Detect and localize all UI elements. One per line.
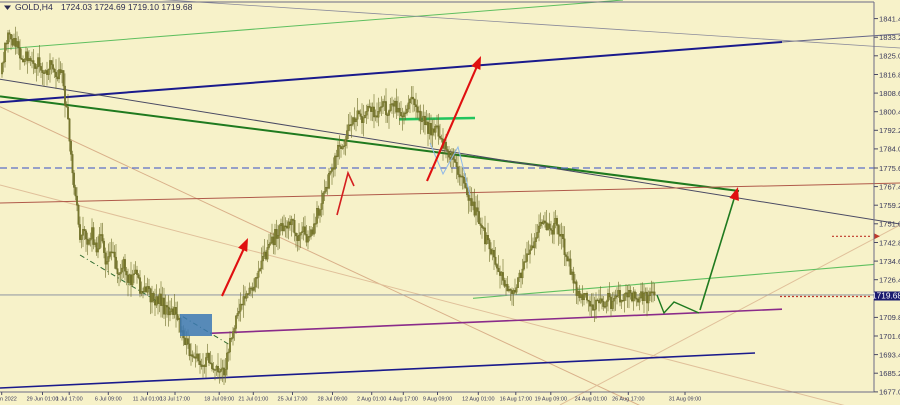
svg-text:24 Jun 2022: 24 Jun 2022 (0, 397, 17, 403)
svg-text:2 Aug 01:00: 2 Aug 01:00 (357, 397, 386, 403)
svg-text:1709.80: 1709.80 (879, 313, 900, 322)
svg-text:13 Jul 17:00: 13 Jul 17:00 (160, 397, 190, 403)
svg-text:29 Jun 01:00: 29 Jun 01:00 (27, 397, 59, 403)
svg-text:1841.40: 1841.40 (879, 14, 900, 23)
svg-text:16 Aug 17:00: 16 Aug 17:00 (500, 397, 532, 403)
svg-text:1775.60: 1775.60 (879, 164, 900, 173)
svg-text:26 Aug 17:00: 26 Aug 17:00 (612, 397, 644, 403)
svg-text:1 Jul 17:00: 1 Jul 17:00 (56, 397, 83, 403)
svg-text:1751.00: 1751.00 (879, 220, 900, 229)
svg-text:18 Jul 09:00: 18 Jul 09:00 (204, 397, 234, 403)
svg-text:1701.60: 1701.60 (879, 332, 900, 341)
svg-text:31 Aug 09:00: 31 Aug 09:00 (669, 397, 701, 403)
svg-text:11 Jul 01:00: 11 Jul 01:00 (133, 397, 163, 403)
svg-text:4 Aug 17:00: 4 Aug 17:00 (389, 397, 418, 403)
svg-text:19 Aug 09:00: 19 Aug 09:00 (535, 397, 567, 403)
svg-text:6 Jul 09:00: 6 Jul 09:00 (95, 397, 122, 403)
svg-text:21 Jul 01:00: 21 Jul 01:00 (238, 397, 268, 403)
svg-text:1724.03 1724.69 1719.10 1719.6: 1724.03 1724.69 1719.10 1719.68 (61, 2, 193, 12)
svg-text:25 Jul 17:00: 25 Jul 17:00 (278, 397, 308, 403)
svg-text:1742.80: 1742.80 (879, 238, 900, 247)
svg-text:24 Aug 01:00: 24 Aug 01:00 (575, 397, 607, 403)
svg-text:1685.20: 1685.20 (879, 369, 900, 378)
svg-text:1784.00: 1784.00 (879, 145, 900, 154)
svg-text:1833.20: 1833.20 (879, 33, 900, 42)
svg-text:1825.00: 1825.00 (879, 52, 900, 61)
svg-text:1734.60: 1734.60 (879, 257, 900, 266)
svg-text:1816.80: 1816.80 (879, 70, 900, 79)
svg-text:1792.20: 1792.20 (879, 126, 900, 135)
svg-text:1677.00: 1677.00 (879, 388, 900, 397)
svg-text:1693.40: 1693.40 (879, 350, 900, 359)
svg-text:1719.68: 1719.68 (872, 290, 900, 300)
svg-text:9 Aug 09:00: 9 Aug 09:00 (423, 397, 452, 403)
svg-text:GOLD,H4: GOLD,H4 (15, 2, 53, 12)
svg-text:12 Aug 01:00: 12 Aug 01:00 (462, 397, 494, 403)
svg-text:1767.40: 1767.40 (879, 182, 900, 191)
svg-text:1726.40: 1726.40 (879, 276, 900, 285)
svg-text:1800.40: 1800.40 (879, 108, 900, 117)
svg-text:28 Jul 09:00: 28 Jul 09:00 (318, 397, 348, 403)
svg-text:1808.60: 1808.60 (879, 89, 900, 98)
svg-text:1759.20: 1759.20 (879, 201, 900, 210)
